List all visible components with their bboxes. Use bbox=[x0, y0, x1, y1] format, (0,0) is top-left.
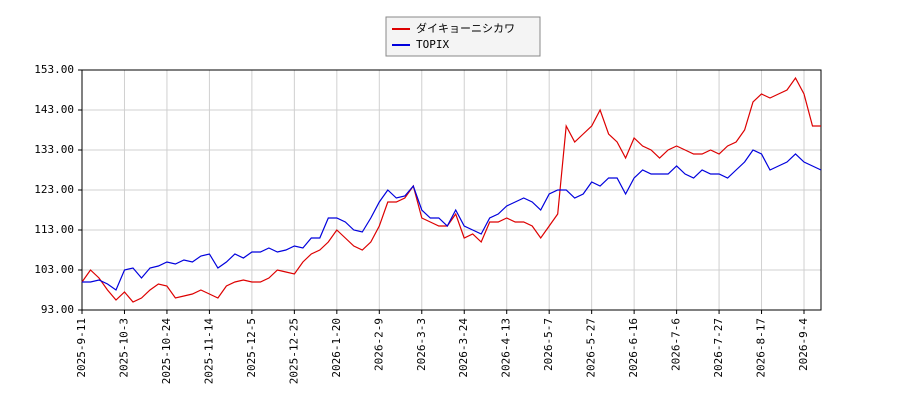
x-tick-label: 2026-8-17 bbox=[755, 318, 768, 378]
y-tick-label: 143.00 bbox=[34, 103, 74, 116]
legend-box bbox=[385, 16, 541, 57]
x-tick-label: 2026-6-16 bbox=[627, 318, 640, 378]
y-tick-label: 113.00 bbox=[34, 223, 74, 236]
plot-frame bbox=[81, 69, 822, 311]
x-tick-label: 2026-3-24 bbox=[457, 318, 470, 378]
x-tick-label: 2025-9-11 bbox=[75, 318, 88, 378]
y-tick-label: 153.00 bbox=[34, 63, 74, 76]
x-tick-label: 2026-5-7 bbox=[542, 318, 555, 371]
x-tick-label: 2025-10-3 bbox=[117, 318, 130, 378]
y-tick-label: 133.00 bbox=[34, 143, 74, 156]
x-tick-label: 2026-3-3 bbox=[415, 318, 428, 371]
y-tick-label: 123.00 bbox=[34, 183, 74, 196]
y-tick-label: 103.00 bbox=[34, 263, 74, 276]
x-tick-label: 2026-2-9 bbox=[372, 318, 385, 371]
x-tick-label: 2026-7-27 bbox=[712, 318, 725, 378]
x-tick-label: 2026-1-20 bbox=[330, 318, 343, 378]
x-tick-label: 2026-4-13 bbox=[500, 318, 513, 378]
legend-label: TOPIX bbox=[416, 38, 449, 51]
series-line bbox=[81, 76, 821, 303]
x-tick-label: 2026-5-27 bbox=[585, 318, 598, 378]
x-tick-label: 2026-9-4 bbox=[797, 318, 810, 371]
x-tick-label: 2025-11-14 bbox=[202, 318, 215, 385]
x-tick-label: 2025-12-5 bbox=[245, 318, 258, 378]
x-tick-label: 2025-10-24 bbox=[160, 318, 173, 385]
y-tick-label: 93.00 bbox=[41, 303, 74, 316]
series-line bbox=[82, 149, 822, 291]
legend-label: ダイキョーニシカワ bbox=[416, 21, 515, 35]
x-tick-label: 2025-12-25 bbox=[287, 318, 300, 384]
x-tick-label: 2026-7-6 bbox=[670, 318, 683, 371]
